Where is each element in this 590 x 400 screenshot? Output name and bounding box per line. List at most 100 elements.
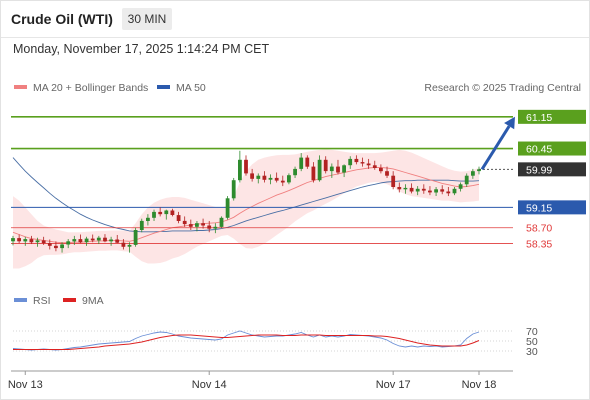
instrument-title: Crude Oil (WTI) <box>11 11 113 27</box>
candle-body <box>323 159 328 172</box>
ma20-line <box>12 167 480 244</box>
candle-body <box>176 215 181 221</box>
candle-body <box>415 188 420 192</box>
candle-body <box>372 165 377 168</box>
time-axis-label: Nov 14 <box>192 379 227 391</box>
candle-body <box>188 224 193 227</box>
candle-body <box>60 244 64 249</box>
candle-body <box>471 171 475 176</box>
candle-body <box>421 188 426 191</box>
resistance-label-61.15: 61.15 <box>526 112 552 124</box>
candle-body <box>464 175 469 185</box>
candle-body <box>440 189 445 192</box>
target-arrow-shaft <box>480 125 511 171</box>
candle-body <box>477 169 481 172</box>
candle-body <box>274 177 279 181</box>
candle-body <box>213 226 218 229</box>
candle-body <box>47 243 52 246</box>
candle-body <box>182 220 187 225</box>
resistance-tag-60.45 <box>518 141 586 156</box>
candle-body <box>452 188 457 194</box>
chart-datetime: Monday, November 17, 2025 1:14:24 PM CET <box>13 42 270 56</box>
candle-body <box>397 187 402 190</box>
candle-body <box>207 225 212 229</box>
candle-body <box>287 175 291 183</box>
current-price-tag <box>518 162 586 177</box>
candle-body <box>342 165 346 173</box>
candle-body <box>446 191 451 194</box>
candle-body <box>66 241 71 245</box>
candle-body <box>348 158 353 166</box>
candle-body <box>23 239 28 242</box>
candle-body <box>72 239 77 242</box>
candle-body <box>127 244 132 247</box>
candle-body <box>329 166 334 172</box>
candle-body <box>268 177 273 180</box>
candle-body <box>299 157 304 169</box>
candle-body <box>164 210 169 215</box>
candle-body <box>115 239 120 243</box>
ma50-line <box>12 157 480 233</box>
candle-body <box>403 187 408 190</box>
candle-body <box>360 162 365 164</box>
candle-body <box>262 175 267 180</box>
candle-body <box>293 168 297 176</box>
candle-body <box>152 211 156 218</box>
rsi-line <box>12 330 480 351</box>
candle-body <box>84 238 89 243</box>
candle-body <box>336 166 340 173</box>
pivot-tag-59.15 <box>518 200 586 215</box>
candle-body <box>409 187 414 192</box>
rsi-ma-legend-swatch <box>63 298 76 302</box>
timeframe-badge[interactable]: 30 MIN <box>122 8 172 30</box>
rsi-tick-70: 70 <box>526 326 538 338</box>
candle-body <box>35 240 40 243</box>
candle-body <box>385 171 389 176</box>
candle-body <box>317 159 322 181</box>
candle-body <box>458 184 463 189</box>
candle-body <box>17 238 21 242</box>
candle-body <box>201 223 205 226</box>
candle-body <box>354 158 359 163</box>
resistance-tag-61.15 <box>518 109 586 124</box>
candle-body <box>78 239 83 243</box>
candle-body <box>231 180 236 199</box>
bollinger-band-area <box>13 149 479 269</box>
price-panel: 61.15 60.45 59.99 59.15 58.70 58.35 <box>11 109 586 269</box>
candle-body <box>146 217 150 221</box>
candle-body <box>305 157 310 167</box>
candle-body <box>428 190 432 193</box>
candle-body <box>29 239 34 243</box>
time-axis-label: Nov 17 <box>376 379 411 391</box>
candle-body <box>158 211 163 215</box>
candle-body <box>133 230 138 245</box>
candle-body <box>90 238 95 241</box>
candle-body <box>96 237 101 241</box>
candle-body <box>54 245 58 249</box>
rsi-ma-legend-label: 9MA <box>82 295 104 307</box>
current-price-label: 59.99 <box>526 164 552 176</box>
support-label-58.70: 58.70 <box>526 223 552 235</box>
candle-body <box>379 168 383 172</box>
candle-body <box>103 237 107 242</box>
candle-body <box>139 220 144 230</box>
chart-header: Crude Oil (WTI) 30 MIN <box>1 1 589 38</box>
target-arrow-head <box>504 116 515 130</box>
candle-body <box>225 198 230 218</box>
time-axis: Nov 13 Nov 14 Nov 17 Nov 18 <box>8 370 513 391</box>
rsi-legend-label: RSI <box>33 295 51 307</box>
candle-body <box>170 210 175 215</box>
candle-body <box>121 242 126 247</box>
candle-body <box>109 239 113 242</box>
candle-body <box>238 159 242 181</box>
candle-body <box>244 159 248 174</box>
ma20-legend-swatch <box>14 85 27 89</box>
rsi-tick-30: 30 <box>526 346 538 358</box>
rsi-legend-swatch <box>14 298 27 302</box>
time-axis-label: Nov 18 <box>462 379 497 391</box>
candle-body <box>195 223 199 227</box>
candle-body <box>434 189 438 193</box>
candle-body <box>311 166 316 181</box>
